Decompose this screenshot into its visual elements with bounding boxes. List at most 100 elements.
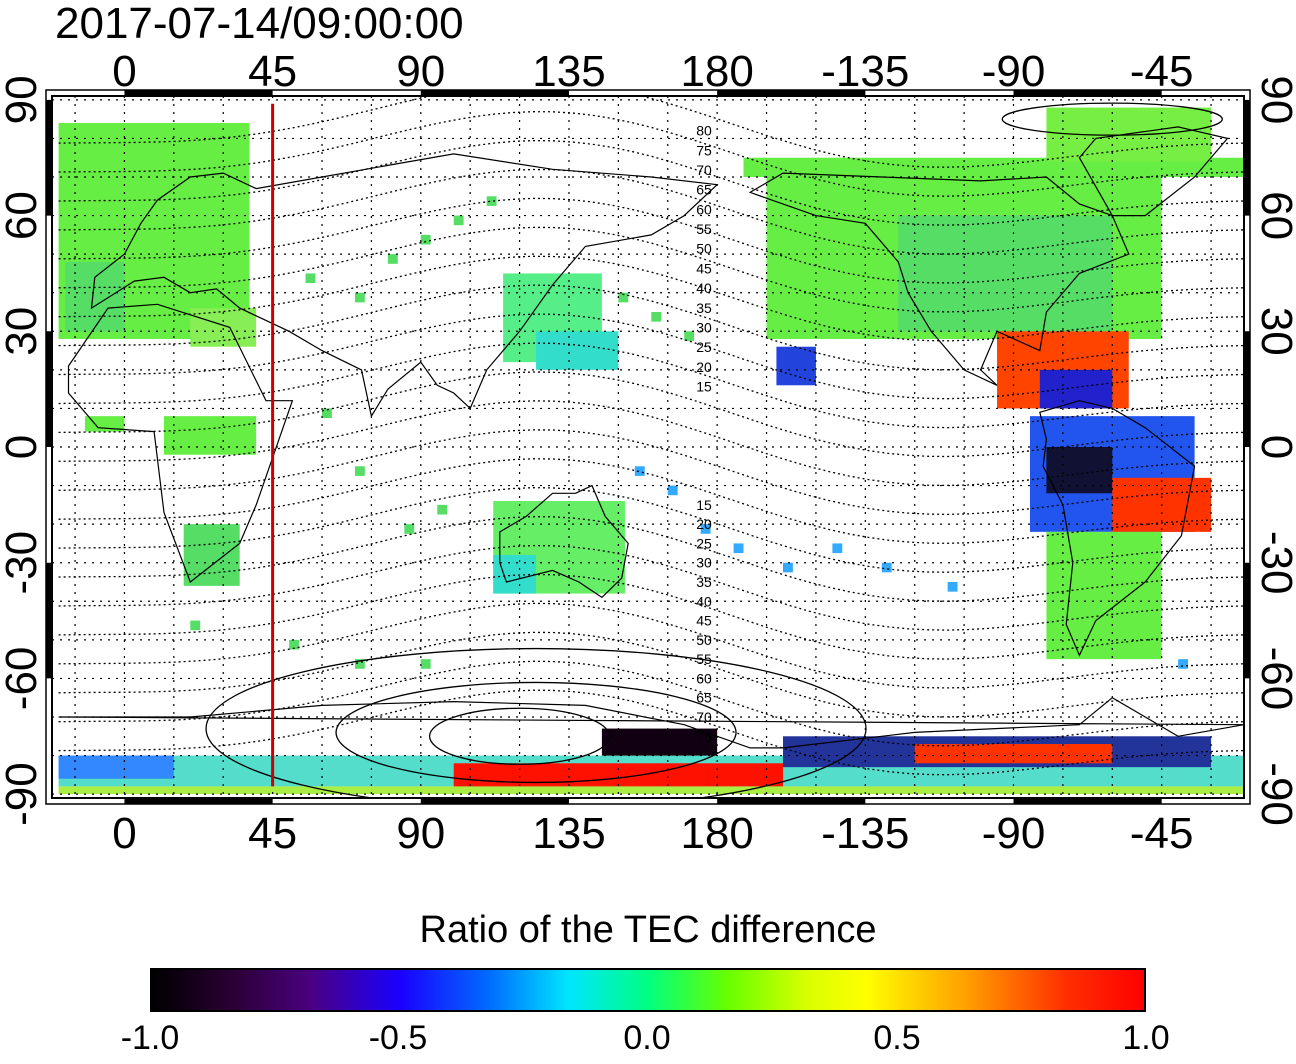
tec-patch [667,485,678,496]
coastline-north-america [748,172,1130,386]
contour-label: 55 [696,651,712,667]
tec-patch [651,312,662,322]
tec-region [1046,447,1113,494]
contour-label: 35 [696,300,712,316]
tec-patch [354,292,365,303]
tec-patch [437,504,448,515]
tec-region [1039,369,1113,409]
contour-label: 35 [696,574,712,590]
tec-patch [305,273,316,284]
tec-patch [387,254,398,264]
tec-patch [354,466,365,476]
contour-label: 25 [696,535,712,551]
polar-contour [428,707,611,765]
lon-tick-label-top: -135 [821,47,909,96]
lat-tick-label-right: 30 [1252,307,1296,356]
tec-region [776,346,816,386]
tec-patch [322,408,332,419]
contour-label: 25 [696,339,712,355]
lon-tick-label-bottom: 135 [532,809,605,858]
contour-label: 20 [696,516,712,532]
contour-label: 40 [696,593,712,609]
tec-patch [733,543,744,554]
lat-tick-label-left: -90 [0,762,46,826]
lon-tick-label-top: 0 [112,47,136,96]
contour-label: 50 [696,632,712,648]
axis-tick-labels: 0 45 90 135 180 -135 -90 -45 0 45 90 135 180 -135 -90 -… [0,47,1296,858]
colorbar-title: Ratio of the TEC difference [419,909,877,951]
contour-label: 55 [696,221,712,237]
tec-patch [404,524,415,534]
lon-tick-label-bottom: -45 [1130,809,1194,858]
tec-region [163,416,257,455]
coastline-africa [67,303,294,583]
lon-tick-label-top: 45 [248,47,297,96]
lon-tick-label-top: 135 [532,47,605,96]
tec-patch [453,215,464,226]
coastline-south-america [1039,400,1196,657]
contour-label: 80 [696,123,712,139]
tec-region [743,157,1244,177]
contour-label: 60 [696,201,712,217]
tec-map: 80 75 70 65 60 55 50 45 40 35 30 25 20 15 15 20 25 30 35 40… [0,47,1296,858]
tec-region [183,524,240,586]
contour-label: 70 [696,709,712,725]
lat-tick-label-left: 60 [0,191,46,240]
lon-tick-label-bottom: 0 [112,809,136,858]
lon-tick-label-bottom: 90 [396,809,445,858]
tec-region [58,755,174,779]
tec-patch [420,234,431,245]
tec-region [536,331,619,370]
lon-tick-label-top: -90 [982,47,1046,96]
tec-patch [190,620,201,631]
contour-label: 75 [696,728,712,744]
coastline-australia [499,484,629,599]
polar-contour [205,647,867,798]
tec-region [190,308,257,347]
tec-region [84,416,125,432]
lat-tick-label-right: -60 [1252,647,1296,711]
contour-label: 30 [696,319,712,335]
lat-tick-label-right: 60 [1252,191,1296,240]
contour-label: 75 [696,142,712,158]
lat-tick-label-left: -60 [0,647,46,711]
tec-region [453,763,784,787]
timestamp-label: 2017-07-14/09:00:00 [55,0,464,48]
lat-tick-label-left: -30 [0,531,46,595]
tec-patch [1178,659,1189,669]
polar-contour [1001,102,1223,136]
lon-tick-label-top: 180 [680,47,753,96]
tec-patch [618,292,629,303]
contour-label: 50 [696,241,712,257]
lon-tick-label-bottom: 45 [248,809,297,858]
tec-patch [783,562,793,573]
lon-tick-label-bottom: -135 [821,809,909,858]
tec-patch [354,659,365,669]
tec-patch [881,562,892,573]
contour-label: 15 [696,497,712,513]
tec-patch [289,639,299,650]
colorbar [150,968,1146,1012]
tec-patch [700,524,711,534]
tec-region [65,261,125,332]
lat-tick-label-right: -90 [1252,762,1296,826]
coastline-antarctica [58,696,1244,749]
polar-contour [335,681,737,784]
coastline-greenland [1078,126,1229,217]
colorbar-tick-label: 0.0 [623,1019,671,1057]
lat-tick-label-right: 90 [1252,75,1296,124]
tec-region [58,786,1244,795]
lat-tick-label-left: 90 [0,75,46,124]
contour-label: 40 [696,280,712,296]
contour-label: 60 [696,670,712,686]
lon-tick-label-bottom: -90 [982,809,1046,858]
lon-tick-label-top: -45 [1130,47,1194,96]
colorbar-tick-label: -0.5 [368,1019,428,1057]
lat-tick-label-left: 0 [0,435,46,459]
contour-label: 20 [696,359,712,375]
tec-patch [634,466,645,476]
tec-patch [684,331,695,341]
tec-patch [832,543,843,554]
lon-tick-label-bottom: 180 [680,809,753,858]
contour-label: 15 [696,378,712,394]
